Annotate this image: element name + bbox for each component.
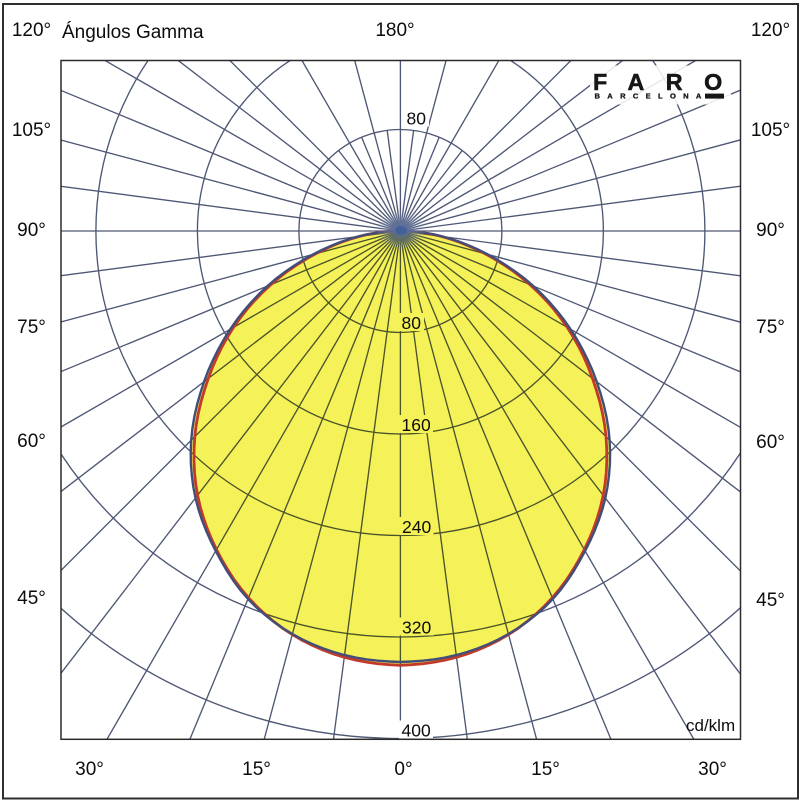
svg-text:FARO: FARO — [593, 69, 744, 95]
svg-text:BARCELONA: BARCELONA — [595, 92, 709, 101]
svg-text:80: 80 — [407, 109, 427, 129]
svg-text:400: 400 — [402, 721, 431, 741]
